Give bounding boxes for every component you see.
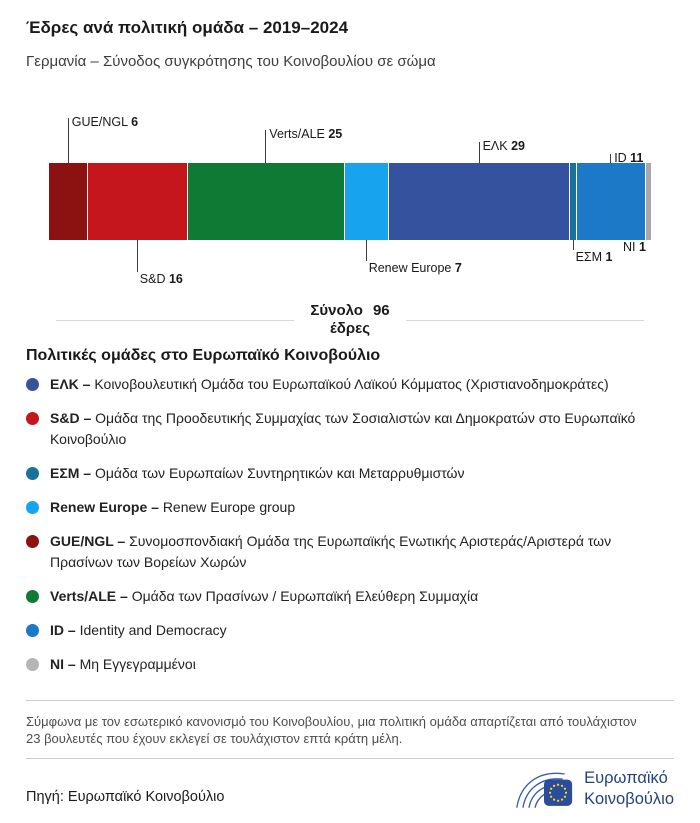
legend-item-text: ΕΣΜ – Ομάδα των Ευρωπαίων Συντηρητικών κ…: [50, 465, 465, 481]
callout-line-6: [610, 154, 612, 163]
source-value: Ευρωπαϊκό Κοινοβούλιο: [67, 789, 225, 805]
legend-item-4: GUE/NGL – Συνομοσπονδιακή Ομάδα της Ευρω…: [26, 531, 674, 573]
callout-line-0: [67, 118, 69, 163]
legend-color-dot: [26, 535, 39, 548]
ep-logo-text-line2: Κοινοβούλιο: [584, 790, 674, 808]
footnote: Σύμφωνα με τον εσωτερικό κανονισμό του Κ…: [26, 714, 637, 746]
bar-segment-4: [387, 163, 570, 240]
ep-logo-text: Ευρωπαϊκό Κοινοβούλιο: [584, 768, 674, 810]
total-unit: έδρες: [329, 320, 371, 337]
callout-line-2: [265, 130, 267, 163]
legend-item-text: Verts/ALE – Ομάδα των Πρασίνων / Ευρωπαϊ…: [50, 588, 479, 604]
legend-item-5: Verts/ALE – Ομάδα των Πρασίνων / Ευρωπαϊ…: [26, 586, 674, 607]
legend-item-1: S&D – Ομάδα της Προοδευτικής Συμμαχίας τ…: [26, 408, 674, 450]
page-footer: Πηγή: Ευρωπαϊκό Κοινοβούλιο: [26, 767, 674, 811]
footnote-divider: [26, 700, 674, 701]
legend-color-dot: [26, 412, 39, 425]
legend-title: Πολιτικές ομάδες στο Ευρωπαϊκό Κοινοβούλ…: [26, 347, 381, 364]
total-label: Σύνολο: [310, 302, 363, 319]
legend-color-dot: [26, 590, 39, 603]
bar-segment-1: [86, 163, 187, 240]
total-row: Σύνολο 96 έδρες: [56, 302, 644, 338]
total-rule-right: [405, 319, 644, 321]
bar-label-6: ID 11: [614, 151, 644, 165]
footer-divider: [26, 758, 674, 759]
source: Πηγή: Ευρωπαϊκό Κοινοβούλιο: [26, 789, 224, 805]
legend-item-7: NI – Μη Εγγεγραμμένοι: [26, 654, 674, 675]
legend-item-6: ID – Identity and Democracy: [26, 620, 674, 641]
legend-item-text: S&D – Ομάδα της Προοδευτικής Συμμαχίας τ…: [50, 410, 636, 447]
page-subtitle: Γερμανία – Σύνοδος συγκρότησης του Κοινο…: [26, 53, 436, 70]
legend-item-text: GUE/NGL – Συνομοσπονδιακή Ομάδα της Ευρω…: [50, 533, 612, 570]
bar-segment-0: [49, 163, 87, 240]
bar-label-4: ΕΛΚ 29: [482, 139, 525, 153]
bar-segment-7: [644, 163, 651, 240]
bar-segment-2: [186, 163, 344, 240]
legend-item-text: Renew Europe – Renew Europe group: [50, 499, 296, 515]
legend-item-0: ΕΛΚ – Κοινοβουλευτική Ομάδα του Ευρωπαϊκ…: [26, 374, 674, 395]
bar-segment-5: [569, 163, 576, 240]
ep-logo-text-line1: Ευρωπαϊκό: [584, 769, 668, 787]
callout-line-4: [478, 142, 480, 163]
total-rule-left: [56, 319, 295, 321]
source-label: Πηγή:: [26, 789, 64, 805]
total-line1: Σύνολο 96: [310, 302, 389, 320]
legend-item-2: ΕΣΜ – Ομάδα των Ευρωπαίων Συντηρητικών κ…: [26, 463, 674, 484]
total-value: 96: [372, 302, 390, 319]
seats-bar-chart: GUE/NGL 6 S&D 16 Verts/ALE 25 Renew Europe …: [26, 110, 674, 300]
ep-logo-mark: [516, 772, 573, 808]
legend-color-dot: [26, 378, 39, 391]
bar-label-0: GUE/NGL 6: [71, 115, 139, 129]
bar-label-1: S&D 16: [139, 272, 183, 286]
bar-label-2: Verts/ALE 25: [269, 127, 343, 141]
bar-label-5: ΕΣΜ 1: [575, 250, 613, 264]
ep-logo: Ευρωπαϊκό Κοινοβούλιο: [514, 767, 674, 811]
callout-line-1: [136, 240, 138, 272]
legend-list: ΕΛΚ – Κοινοβουλευτική Ομάδα του Ευρωπαϊκ…: [26, 374, 674, 675]
bar-label-7: NI 1: [622, 240, 646, 254]
legend-color-dot: [26, 467, 39, 480]
bar-label-3: Renew Europe 7: [368, 261, 462, 275]
legend-item-text: ΕΛΚ – Κοινοβουλευτική Ομάδα του Ευρωπαϊκ…: [50, 376, 609, 392]
stacked-bar: [49, 163, 651, 240]
total-seats: Σύνολο 96 έδρες: [310, 302, 389, 338]
page-title: Έδρες ανά πολιτική ομάδα – 2019–2024: [26, 18, 349, 37]
callout-line-5: [572, 240, 574, 250]
legend-color-dot: [26, 624, 39, 637]
legend-item-text: ID – Identity and Democracy: [50, 622, 227, 638]
legend-item-3: Renew Europe – Renew Europe group: [26, 497, 674, 518]
legend-color-dot: [26, 658, 39, 671]
legend-color-dot: [26, 501, 39, 514]
callout-line-3: [365, 240, 367, 261]
bar-segment-6: [575, 163, 645, 240]
legend-item-text: NI – Μη Εγγεγραμμένοι: [50, 656, 196, 672]
bar-segment-3: [343, 163, 388, 240]
